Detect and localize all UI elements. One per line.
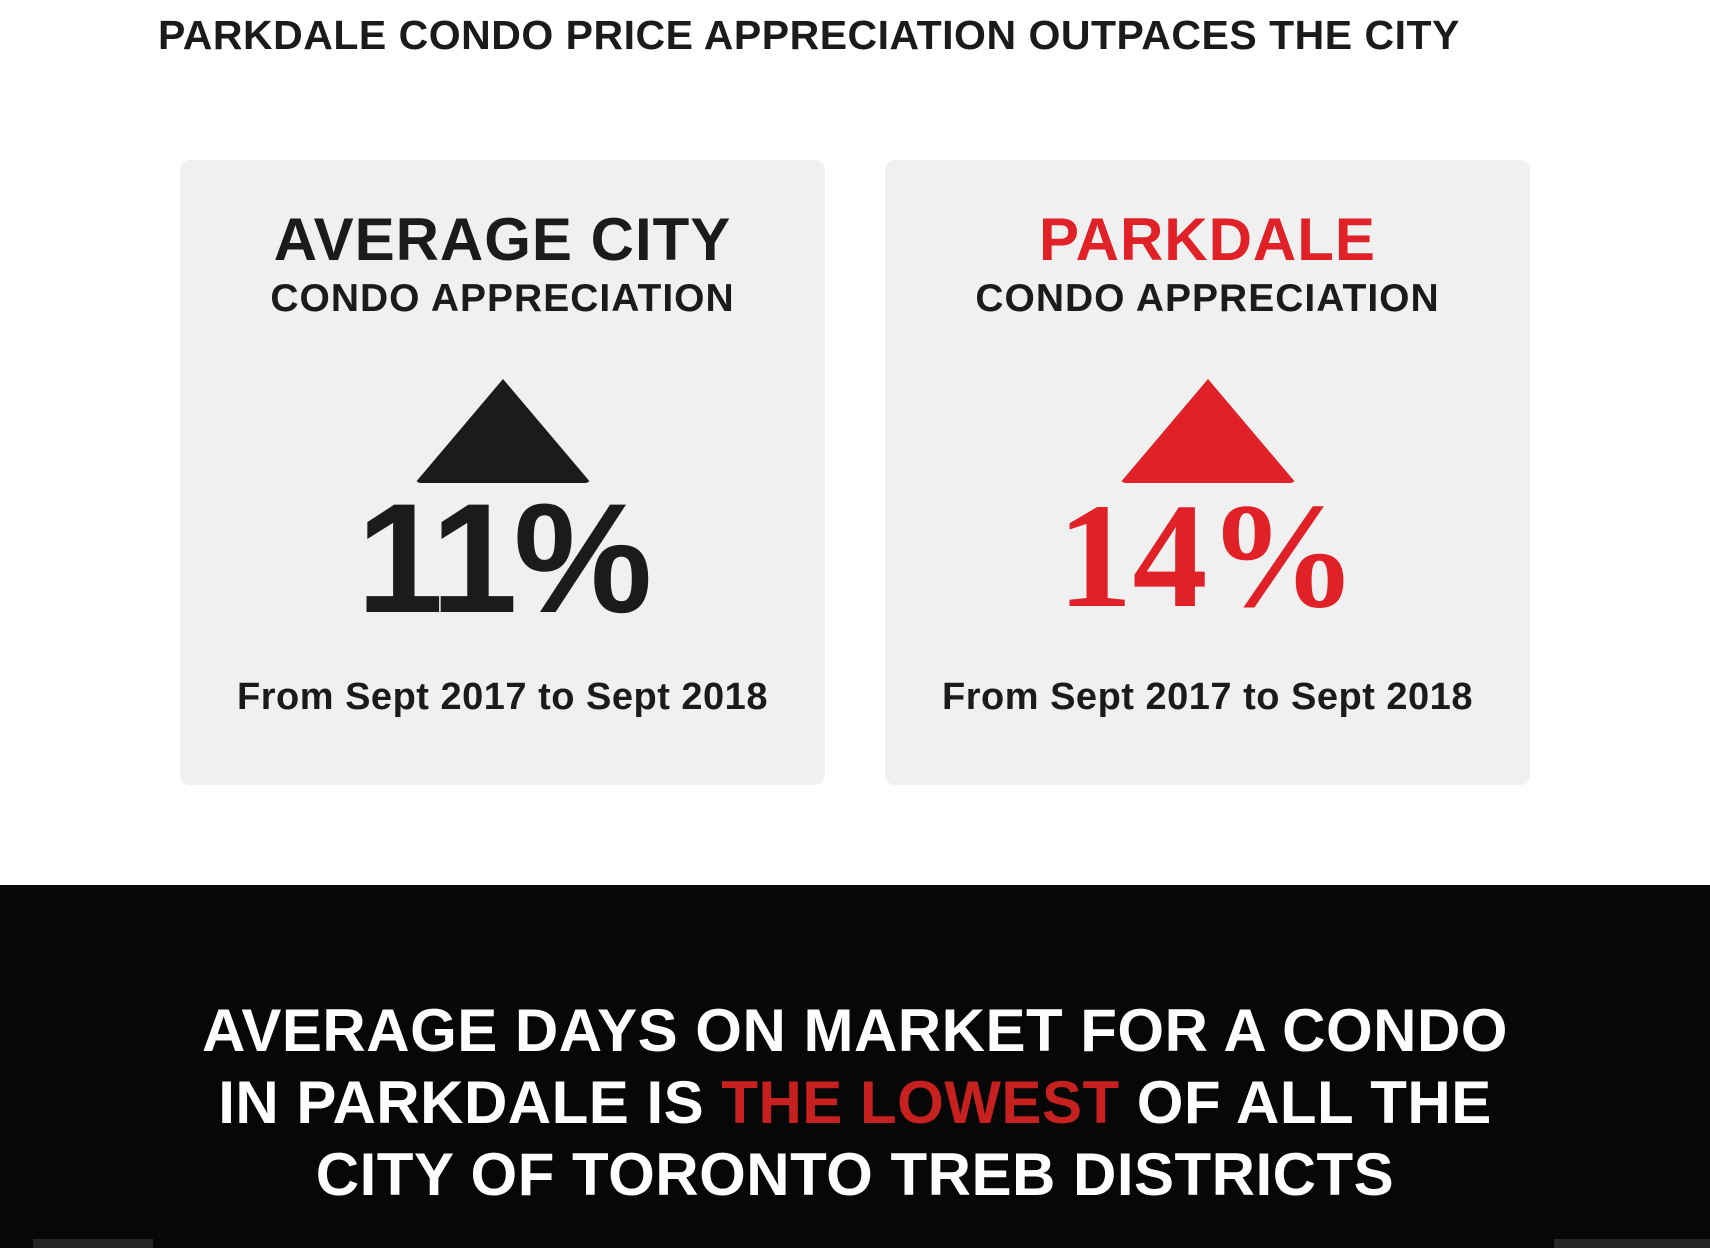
card-parkdale-title: PARKDALE bbox=[1039, 206, 1376, 273]
card-average-city-title: AVERAGE CITY bbox=[273, 206, 732, 273]
card-average-city-subtitle: CONDO APPRECIATION bbox=[270, 277, 735, 321]
banner-highlight-lowest: THE LOWEST bbox=[721, 1069, 1120, 1136]
banner-line-2: IN PARKDALE IS THE LOWEST OF ALL THE bbox=[0, 1067, 1710, 1139]
stat-cards-row: AVERAGE CITY CONDO APPRECIATION 11% From… bbox=[180, 160, 1530, 785]
card-parkdale: PARKDALE CONDO APPRECIATION 14% From Sep… bbox=[885, 160, 1530, 785]
banner-line-3: CITY OF TORONTO TREB DISTRICTS bbox=[315, 1141, 1395, 1208]
card-parkdale-value: 14% bbox=[1057, 473, 1358, 640]
bottom-right-edge-artifact bbox=[1554, 1239, 1710, 1248]
up-triangle-icon bbox=[414, 379, 591, 484]
card-parkdale-period: From Sept 2017 to Sept 2018 bbox=[942, 676, 1473, 718]
card-average-city: AVERAGE CITY CONDO APPRECIATION 11% From… bbox=[180, 160, 825, 785]
banner-line-2-prefix: IN PARKDALE IS bbox=[218, 1069, 722, 1136]
card-parkdale-subtitle: CONDO APPRECIATION bbox=[975, 277, 1440, 321]
banner-line-1: AVERAGE DAYS ON MARKET FOR A CONDO bbox=[202, 997, 1508, 1064]
up-triangle-icon bbox=[1119, 379, 1296, 484]
banner-line-2-suffix: OF ALL THE bbox=[1119, 1069, 1492, 1136]
bottom-banner: AVERAGE DAYS ON MARKET FOR A CONDO IN PA… bbox=[0, 885, 1710, 1248]
bottom-left-edge-artifact bbox=[33, 1239, 153, 1248]
card-average-city-value: 11% bbox=[356, 472, 653, 647]
card-average-city-period: From Sept 2017 to Sept 2018 bbox=[237, 676, 768, 718]
page-title: PARKDALE CONDO PRICE APPRECIATION OUTPAC… bbox=[158, 12, 1460, 58]
